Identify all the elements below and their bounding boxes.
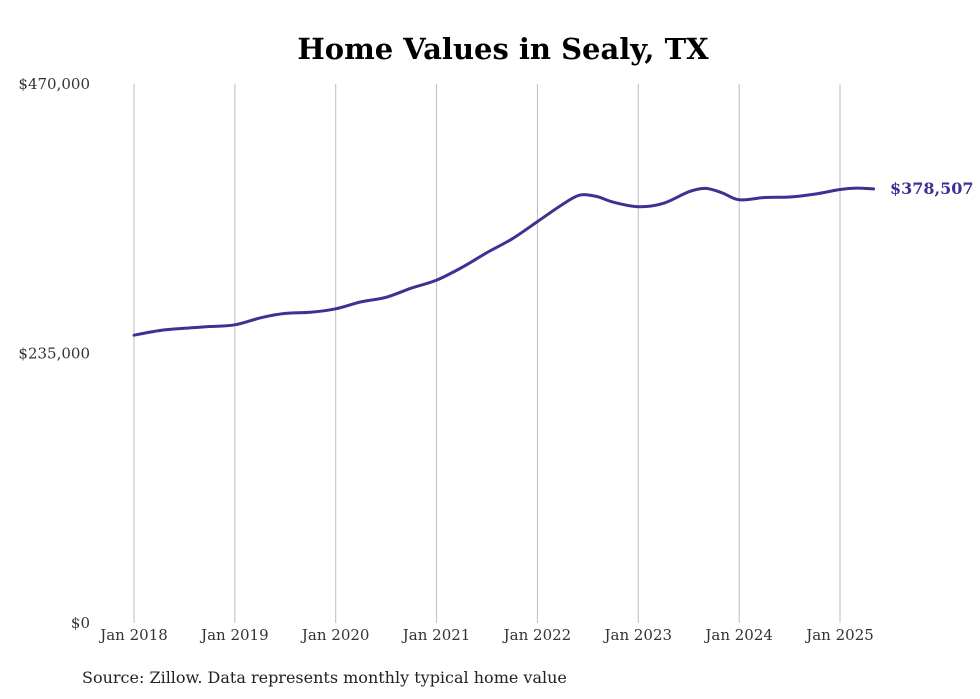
x-tick-label: Jan 2019: [199, 626, 269, 644]
x-tick-label: Jan 2021: [401, 626, 471, 644]
y-tick-label: $235,000: [18, 345, 90, 363]
series-group: [132, 186, 876, 337]
y-tick-label: $470,000: [18, 75, 90, 93]
chart-title: Home Values in Sealy, TX: [297, 32, 709, 66]
y-axis-ticks: $0 $235,000 $470,000: [18, 75, 90, 632]
source-note: Source: Zillow. Data represents monthly …: [82, 668, 567, 687]
series-line-0: [132, 186, 876, 337]
x-tick-label: Jan 2025: [804, 626, 874, 644]
last-value-label: $378,507: [890, 179, 974, 198]
y-tick-label: $0: [71, 614, 90, 632]
x-tick-label: Jan 2022: [502, 626, 572, 644]
x-tick-label: Jan 2023: [603, 626, 673, 644]
gridlines: [133, 84, 841, 623]
x-tick-label: Jan 2018: [98, 626, 168, 644]
x-tick-label: Jan 2020: [300, 626, 370, 644]
x-tick-label: Jan 2024: [703, 626, 773, 644]
x-axis-ticks: Jan 2018 Jan 2019 Jan 2020 Jan 2021 Jan 2022…: [98, 626, 874, 644]
